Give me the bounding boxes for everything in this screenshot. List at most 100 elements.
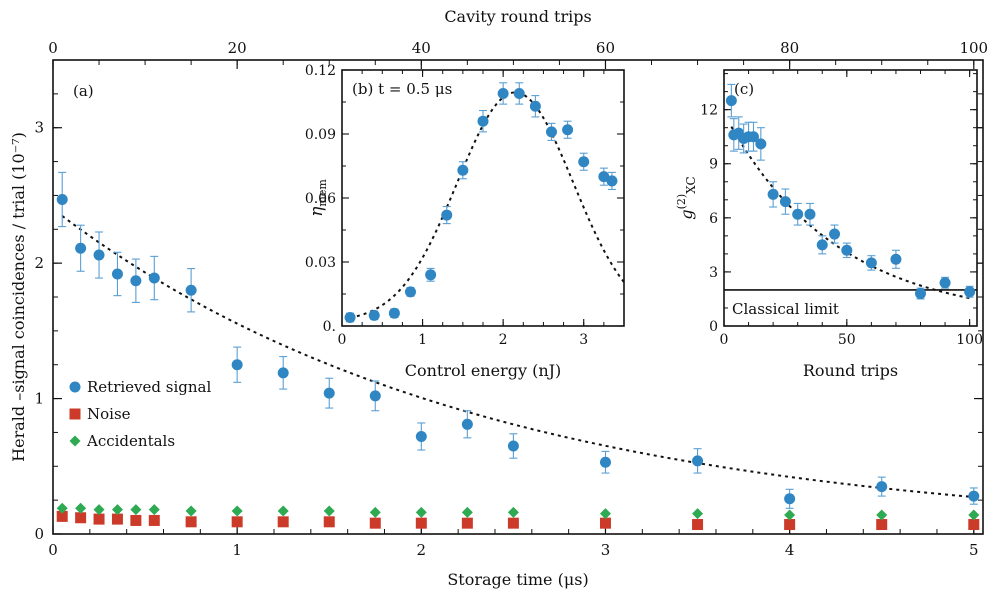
data-point: [369, 390, 381, 402]
data-point: [804, 208, 816, 220]
y-tick-label: 0.12: [305, 63, 336, 79]
data-point: [725, 95, 737, 107]
data-point: [56, 193, 68, 205]
data-point: [148, 514, 160, 526]
data-point: [231, 359, 243, 371]
x-axis-label: Control energy (nJ): [405, 361, 562, 380]
data-point: [968, 490, 980, 502]
data-point: [792, 208, 804, 220]
x-tick-label: 4: [785, 541, 795, 559]
data-point: [93, 249, 105, 261]
data-point: [816, 239, 828, 251]
data-point: [404, 286, 416, 298]
data-point: [513, 87, 525, 99]
data-point: [461, 506, 473, 518]
data-point: [130, 275, 142, 287]
y-axis-label: ηmem: [307, 179, 329, 217]
legend-label: Accidentals: [86, 432, 175, 450]
data-point: [277, 505, 289, 517]
data-point: [755, 138, 767, 150]
data-point: [231, 505, 243, 517]
data-point: [890, 253, 902, 265]
top-x-tick-label: 0: [48, 39, 58, 57]
data-point: [323, 387, 335, 399]
y-tick-label: 0.: [323, 319, 336, 335]
data-point: [779, 196, 791, 208]
data-point: [968, 519, 980, 531]
panel-label-a: (a): [73, 82, 94, 100]
y-axis-label: g(2)XC: [675, 176, 698, 219]
panel-b: 0 1 2 3 0. 0.03 0.06 0.09 0.12 Control energy (nJ…: [305, 63, 625, 380]
data-point: [93, 513, 105, 525]
y-tick-label: 0.03: [305, 255, 336, 271]
data-point: [747, 131, 759, 143]
data-point: [599, 456, 611, 468]
x-tick-label: 1: [418, 332, 427, 348]
data-point: [876, 509, 888, 521]
data-point: [692, 508, 704, 520]
y-tick-label: 6: [709, 211, 718, 227]
data-point: [388, 307, 400, 319]
top-x-tick-label: 60: [596, 39, 615, 57]
data-point: [323, 516, 335, 528]
data-point: [507, 440, 519, 452]
fit-curve-c: [730, 126, 970, 300]
classical-limit-label: Classical limit: [732, 300, 839, 318]
data-point: [56, 502, 68, 514]
data-point: [75, 242, 87, 254]
data-point: [876, 519, 888, 531]
y-tick-label: 3: [34, 119, 44, 137]
y-tick-label: 2: [34, 254, 44, 272]
data-point: [323, 505, 335, 517]
data-point: [415, 430, 427, 442]
top-x-tick-label: 20: [228, 39, 247, 57]
x-tick-label: 2: [499, 332, 508, 348]
x-tick-label: 0: [338, 332, 347, 348]
data-point: [185, 505, 197, 517]
data-point: [598, 171, 610, 183]
y-tick-label: 9: [709, 157, 718, 173]
data-point: [692, 519, 704, 531]
fit-curve-b: [349, 91, 625, 319]
x-axis-label: Round trips: [803, 361, 898, 380]
data-point: [529, 100, 541, 112]
data-point: [461, 517, 473, 529]
data-point: [829, 228, 841, 240]
data-point: [865, 257, 877, 269]
data-point: [425, 269, 437, 281]
data-point: [277, 367, 289, 379]
data-point: [415, 517, 427, 529]
data-point: [231, 516, 243, 528]
y-tick-label: 0: [34, 525, 44, 543]
data-point: [111, 504, 123, 516]
a-series: [56, 510, 980, 531]
data-point: [578, 156, 590, 168]
data-point: [784, 519, 796, 531]
a-series: [56, 502, 980, 521]
data-point: [185, 516, 197, 528]
panel-b-frame: [341, 69, 625, 327]
data-point: [507, 517, 519, 529]
x-tick-label: 2: [417, 541, 427, 559]
data-point: [185, 284, 197, 296]
data-point: [562, 124, 574, 136]
data-point: [93, 504, 105, 516]
x-tick-label: 0: [48, 541, 58, 559]
x-tick-label: 3: [601, 541, 611, 559]
data-point: [692, 455, 704, 467]
data-point: [599, 508, 611, 520]
x-tick-label: 3: [579, 332, 588, 348]
data-point: [415, 506, 427, 518]
data-point: [767, 188, 779, 200]
a-series: [56, 171, 980, 509]
data-point: [344, 311, 356, 323]
data-point: [130, 514, 142, 526]
data-point: [441, 209, 453, 221]
x-tick-label: 5: [969, 541, 979, 559]
b-series: [344, 82, 618, 323]
legend-marker: [69, 381, 81, 393]
data-point: [784, 493, 796, 505]
x-tick-label: 0: [720, 332, 729, 348]
